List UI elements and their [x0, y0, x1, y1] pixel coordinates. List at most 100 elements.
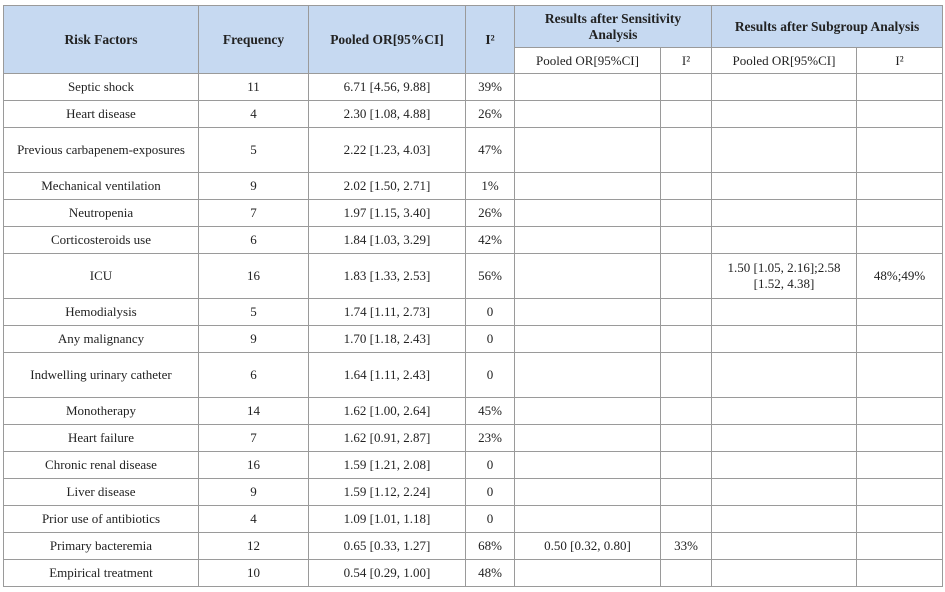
- table-cell: [856, 352, 944, 398]
- table-cell: Previous carbapenem-exposures: [3, 127, 199, 173]
- table-cell: Hemodialysis: [3, 298, 199, 326]
- table-cell: [514, 73, 661, 101]
- table-cell: 2.30 [1.08, 4.88]: [308, 100, 466, 128]
- table-cell: 12: [198, 532, 309, 560]
- table-row: ICU 16 1.83 [1.33, 2.53] 56% 1.50 [1.05, 2.1…: [3, 253, 944, 299]
- table-cell: 1.83 [1.33, 2.53]: [308, 253, 466, 299]
- table-row: Neutropenia 7 1.97 [1.15, 3.40] 26%: [3, 199, 944, 227]
- table-cell: 0: [465, 451, 515, 479]
- table-cell: [514, 325, 661, 353]
- table-cell: [711, 352, 858, 398]
- table-cell: Mechanical ventilation: [3, 172, 199, 200]
- table-cell: 48%: [465, 559, 515, 587]
- header-cell: Frequency: [198, 5, 309, 74]
- table-cell: [659, 73, 713, 101]
- table-cell: [659, 451, 713, 479]
- table-cell: 1.62 [0.91, 2.87]: [308, 424, 466, 452]
- subheader-cell: I²: [856, 47, 944, 74]
- table-cell: 1.64 [1.11, 2.43]: [308, 352, 466, 398]
- table-row: Corticosteroids use 6 1.84 [1.03, 3.29] 42%: [3, 226, 944, 254]
- table-row: Prior use of antibiotics 4 1.09 [1.01, 1.1…: [3, 505, 944, 533]
- table-cell: [659, 127, 713, 173]
- table-cell: [711, 397, 858, 425]
- table-cell: 1%: [465, 172, 515, 200]
- table-row: Monotherapy 14 1.62 [1.00, 2.64] 45%: [3, 397, 944, 425]
- table-cell: [711, 478, 858, 506]
- table-row: Any malignancy 9 1.70 [1.18, 2.43] 0: [3, 325, 944, 353]
- table-cell: [659, 100, 713, 128]
- table-cell: [514, 478, 661, 506]
- table-cell: 0: [465, 505, 515, 533]
- subheader-cell: I²: [659, 47, 713, 74]
- table-cell: Liver disease: [3, 478, 199, 506]
- table-row: Septic shock 11 6.71 [4.56, 9.88] 39%: [3, 73, 944, 101]
- table-cell: [711, 199, 858, 227]
- header-cell: I²: [465, 5, 515, 74]
- table-cell: [856, 100, 944, 128]
- table-cell: 7: [198, 199, 309, 227]
- table-cell: Prior use of antibiotics: [3, 505, 199, 533]
- table-cell: [514, 424, 661, 452]
- table-cell: 33%: [659, 532, 713, 560]
- table-cell: [711, 127, 858, 173]
- table-cell: 1.70 [1.18, 2.43]: [308, 325, 466, 353]
- table-cell: [659, 199, 713, 227]
- table-cell: Septic shock: [3, 73, 199, 101]
- table-cell: [659, 298, 713, 326]
- table-cell: [711, 505, 858, 533]
- table-cell: [856, 226, 944, 254]
- table-cell: Indwelling urinary catheter: [3, 352, 199, 398]
- table-cell: [659, 424, 713, 452]
- table-cell: [856, 298, 944, 326]
- table-cell: 7: [198, 424, 309, 452]
- table-cell: [856, 451, 944, 479]
- table-cell: [711, 172, 858, 200]
- table-cell: 16: [198, 253, 309, 299]
- table-cell: 48%;49%: [856, 253, 944, 299]
- table-row: Hemodialysis 5 1.74 [1.11, 2.73] 0: [3, 298, 944, 326]
- table-cell: 6: [198, 352, 309, 398]
- table-row: Indwelling urinary catheter 6 1.64 [1.11, …: [3, 352, 944, 398]
- table-cell: [711, 73, 858, 101]
- table-cell: [711, 532, 858, 560]
- table-cell: [856, 559, 944, 587]
- table-cell: [856, 478, 944, 506]
- table-cell: 1.59 [1.12, 2.24]: [308, 478, 466, 506]
- table-cell: 39%: [465, 73, 515, 101]
- table-row: Empirical treatment 10 0.54 [0.29, 1.00] 48…: [3, 559, 944, 587]
- table-cell: [856, 73, 944, 101]
- header-cell: Results after Sensitivity Analysis: [513, 5, 713, 48]
- table-cell: [514, 199, 661, 227]
- table-cell: 5: [198, 298, 309, 326]
- table-cell: [659, 559, 713, 587]
- table-cell: [856, 325, 944, 353]
- table-cell: ICU: [3, 253, 199, 299]
- header-cell: Risk Factors: [3, 5, 199, 74]
- table-cell: [514, 298, 661, 326]
- table-cell: [659, 325, 713, 353]
- table-cell: 45%: [465, 397, 515, 425]
- table-cell: [514, 505, 661, 533]
- table-row: Previous carbapenem-exposures 5 2.22 [1.23…: [3, 127, 944, 173]
- table-cell: 14: [198, 397, 309, 425]
- table-cell: 0.65 [0.33, 1.27]: [308, 532, 466, 560]
- table-cell: [514, 172, 661, 200]
- table-cell: 26%: [465, 100, 515, 128]
- table-cell: Neutropenia: [3, 199, 199, 227]
- table-cell: 2.22 [1.23, 4.03]: [308, 127, 466, 173]
- table-cell: 1.97 [1.15, 3.40]: [308, 199, 466, 227]
- table-cell: 1.62 [1.00, 2.64]: [308, 397, 466, 425]
- table-cell: [514, 226, 661, 254]
- table-cell: 2.02 [1.50, 2.71]: [308, 172, 466, 200]
- table-cell: 4: [198, 505, 309, 533]
- table-cell: 0.54 [0.29, 1.00]: [308, 559, 466, 587]
- table-cell: 16: [198, 451, 309, 479]
- table-row: Primary bacteremia 12 0.65 [0.33, 1.27] 68%…: [3, 532, 944, 560]
- table-cell: [856, 532, 944, 560]
- table-cell: [659, 172, 713, 200]
- table-cell: 9: [198, 172, 309, 200]
- table-cell: 42%: [465, 226, 515, 254]
- table-cell: [514, 559, 661, 587]
- table-cell: 23%: [465, 424, 515, 452]
